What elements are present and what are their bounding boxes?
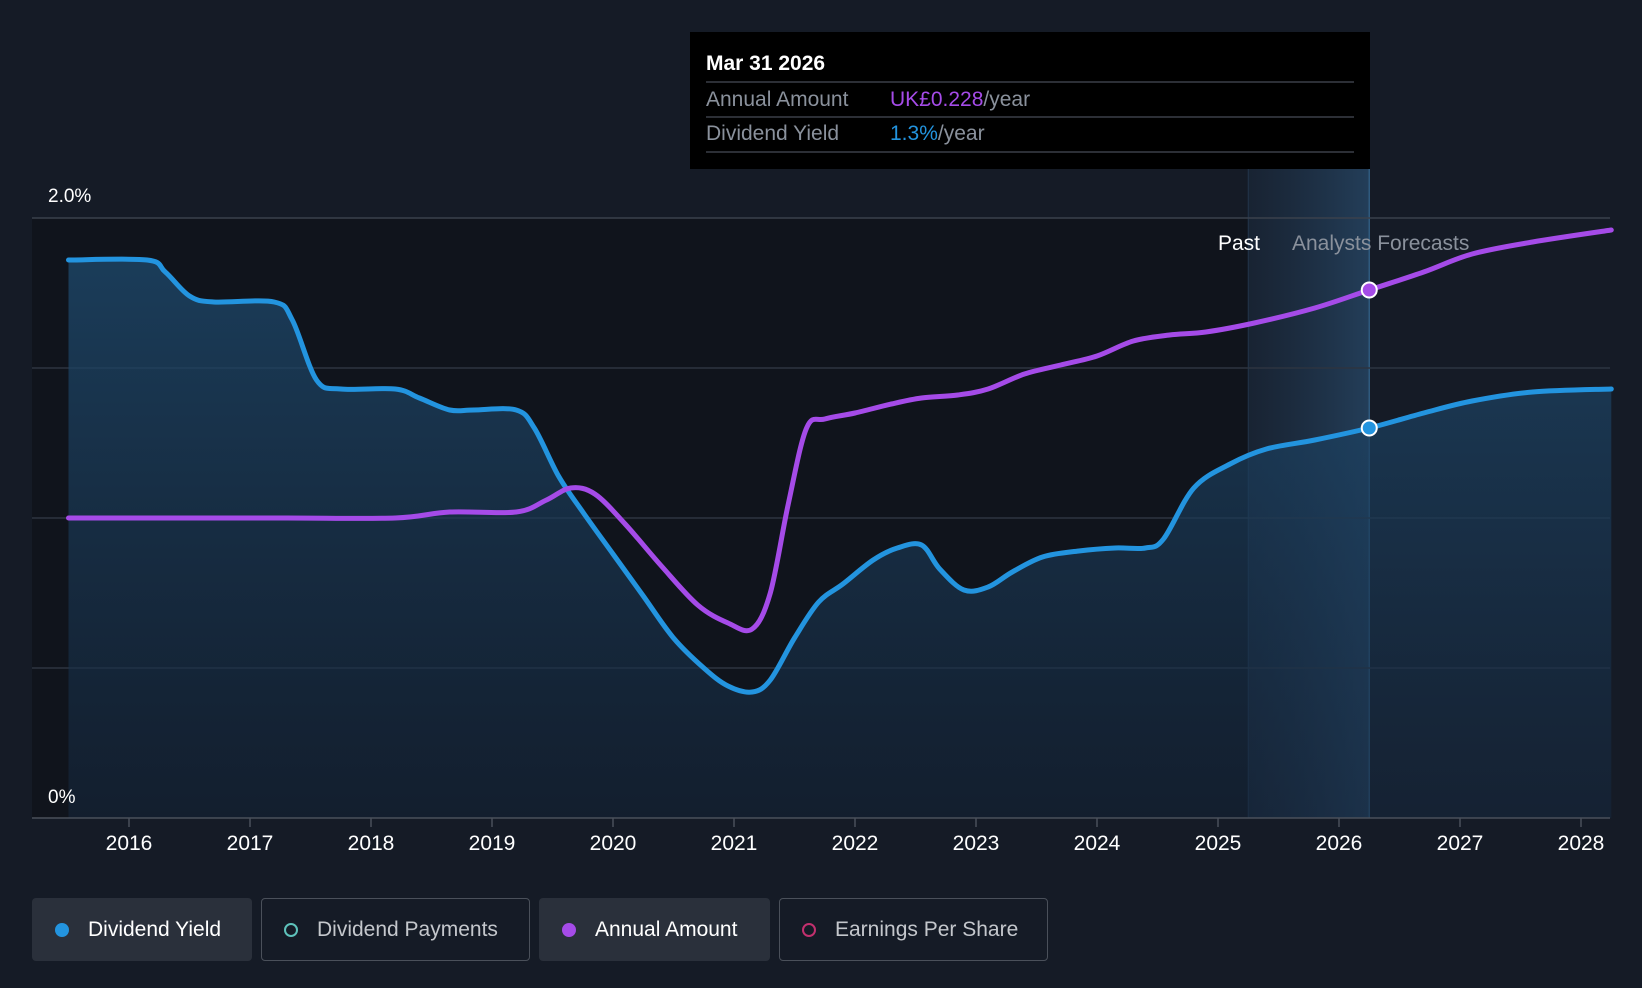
legend-label: Dividend Yield: [88, 917, 222, 941]
annual-amount-marker: [1360, 281, 1378, 299]
dividend-yield-area: [68, 259, 1612, 819]
tooltip-annual-unit: /year: [983, 88, 1030, 111]
past-label: Past: [1218, 232, 1260, 255]
x-tick-label: 2024: [1074, 832, 1121, 855]
tooltip-yield-value: 1.3%/year: [890, 122, 985, 145]
legend-dividend-yield-button[interactable]: Dividend Yield: [32, 898, 252, 961]
y-tick-label: 2.0%: [48, 186, 91, 207]
x-tick-label: 2022: [832, 832, 879, 855]
dividend-yield-marker: [1360, 419, 1378, 437]
tooltip-box: [690, 32, 1370, 169]
tooltip-yield-label: Dividend Yield: [706, 122, 839, 145]
tooltip-annual-value: UK£0.228/year: [890, 88, 1030, 111]
tooltip-yield-unit: /year: [938, 122, 985, 145]
hollow-circle-icon: [284, 922, 298, 937]
forecast-label: Analysts Forecasts: [1292, 232, 1469, 255]
tooltip-annual-amount: UK£0.228: [890, 88, 983, 111]
annual-amount-line: [66, 227, 1614, 634]
x-tick-label: 2020: [590, 832, 637, 855]
filled-circle-icon: [562, 922, 576, 937]
tooltip-date: Mar 31 2026: [706, 52, 825, 75]
x-tick-label: 2018: [348, 832, 395, 855]
x-tick-label: 2017: [227, 832, 274, 855]
legend-label: Annual Amount: [595, 917, 738, 941]
tooltip-yield-amount: 1.3%: [890, 122, 938, 145]
x-tick-label: 2028: [1558, 832, 1605, 855]
x-tick-label: 2021: [711, 832, 758, 855]
legend-label: Dividend Payments: [317, 917, 498, 941]
chart-tooltip: Mar 31 2026 Annual Amount UK£0.228/year …: [690, 32, 1370, 169]
x-tick-label: 2023: [953, 832, 1000, 855]
x-tick-label: 2019: [469, 832, 516, 855]
filled-circle-icon: [55, 922, 69, 937]
tooltip-annual-label: Annual Amount: [706, 88, 849, 111]
dividend-yield-line: [66, 256, 1614, 695]
x-tick-label: 2026: [1316, 832, 1363, 855]
x-tick-label: 2025: [1195, 832, 1242, 855]
legend-label: Earnings Per Share: [835, 917, 1019, 941]
x-tick-label: 2027: [1437, 832, 1484, 855]
legend-dividend-payments-button[interactable]: Dividend Payments: [261, 898, 530, 961]
legend-earnings-per-share-button[interactable]: Earnings Per Share: [779, 898, 1048, 961]
x-tick-label: 2016: [106, 832, 153, 855]
chart-legend: Dividend Yield Dividend Payments Annual …: [32, 898, 1048, 961]
legend-annual-amount-button[interactable]: Annual Amount: [539, 898, 770, 961]
hollow-circle-icon: [802, 922, 816, 937]
y-tick-label: 0%: [48, 787, 76, 808]
